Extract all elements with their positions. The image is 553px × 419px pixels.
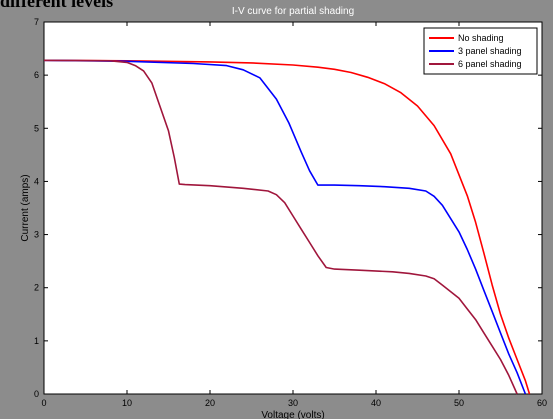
legend-label: 3 panel shading: [458, 46, 522, 56]
legend-label: 6 panel shading: [458, 59, 522, 69]
x-tick-label: 0: [41, 398, 46, 408]
x-tick-label: 40: [371, 398, 381, 408]
x-axis-label: Voltage (volts): [261, 410, 324, 419]
plot-area: [43, 21, 543, 395]
y-tick-label: 6: [34, 70, 39, 80]
series-lines: [43, 59, 531, 395]
x-tick-label: 30: [288, 398, 298, 408]
legend: No shading 3 panel shading 6 panel shading: [423, 27, 538, 75]
series-line-1: [43, 59, 531, 395]
y-tick-label: 2: [34, 283, 39, 293]
y-tick-label: 5: [34, 123, 39, 133]
y-tick-label: 0: [34, 389, 39, 399]
y-tick-label: 7: [34, 17, 39, 27]
y-tick-label: 4: [34, 176, 39, 186]
series-line-3: [43, 59, 518, 395]
y-tick-label: 1: [34, 336, 39, 346]
x-tick-label: 60: [537, 398, 547, 408]
x-tick-label: 10: [122, 398, 132, 408]
page-caption: different levels: [0, 0, 114, 11]
series-line-2: [43, 59, 527, 395]
x-tick-label: 50: [454, 398, 464, 408]
legend-label: No shading: [458, 33, 504, 43]
y-tick-label: 3: [34, 230, 39, 240]
chart-title: I-V curve for partial shading: [232, 6, 354, 17]
x-tick-label: 20: [205, 398, 215, 408]
axis-ticks: 0 10 20 30 40 50 60 0 1 2 3 4 5 6 7: [34, 17, 547, 408]
y-axis-label: Current (amps): [20, 174, 31, 241]
